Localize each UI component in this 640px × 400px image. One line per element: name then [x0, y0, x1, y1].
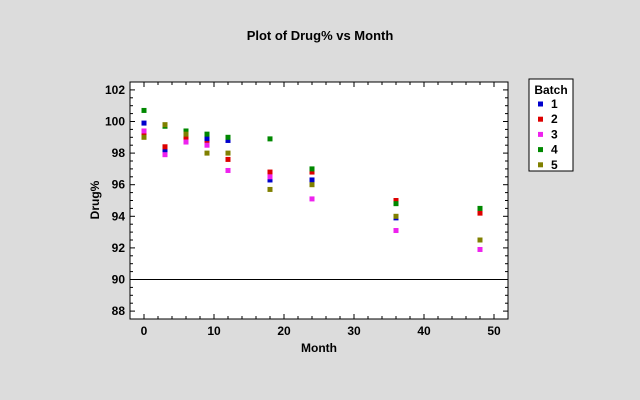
- x-tick-label: 50: [487, 324, 501, 338]
- legend-marker-batch-5: [538, 162, 543, 168]
- data-point-batch-5: [162, 122, 168, 128]
- data-point-batch-2: [225, 156, 231, 162]
- data-point-batch-5: [141, 134, 147, 140]
- data-point-batch-1: [162, 149, 168, 155]
- x-tick-label: 30: [347, 324, 361, 338]
- y-tick-label: 90: [112, 273, 126, 287]
- legend-marker-batch-3: [538, 131, 543, 137]
- legend-label-batch-2: 2: [551, 112, 558, 126]
- x-axis-label: Month: [301, 341, 337, 355]
- legend-marker-batch-4: [538, 147, 543, 153]
- y-tick-label: 94: [112, 209, 126, 223]
- data-point-batch-4: [267, 136, 273, 142]
- chart-title: Plot of Drug% vs Month: [247, 28, 394, 43]
- data-point-batch-5: [393, 213, 399, 219]
- legend-label-batch-1: 1: [551, 97, 558, 111]
- legend-marker-batch-1: [538, 101, 543, 107]
- data-point-batch-4: [393, 201, 399, 207]
- y-tick-label: 98: [112, 146, 126, 160]
- legend-title: Batch: [534, 83, 567, 97]
- data-point-batch-3: [393, 228, 399, 234]
- data-point-batch-4: [183, 128, 189, 134]
- plot-area: [129, 81, 509, 320]
- legend-label-batch-4: 4: [551, 143, 558, 157]
- data-point-batch-2: [267, 169, 273, 175]
- data-point-batch-5: [204, 150, 210, 156]
- data-point-batch-3: [267, 174, 273, 180]
- data-point-batch-1: [309, 177, 315, 183]
- data-point-batch-3: [477, 246, 483, 252]
- legend-label-batch-5: 5: [551, 158, 558, 172]
- data-point-batch-3: [162, 152, 168, 158]
- data-point-batch-5: [267, 186, 273, 192]
- data-point-batch-2: [183, 134, 189, 140]
- data-point-batch-5: [309, 182, 315, 188]
- data-point-batch-4: [309, 166, 315, 172]
- y-tick-label: 92: [112, 241, 126, 255]
- y-tick-label: 88: [112, 304, 126, 318]
- data-point-batch-1: [141, 120, 147, 126]
- data-point-batch-2: [477, 210, 483, 216]
- data-point-batch-4: [477, 205, 483, 211]
- x-tick-label: 10: [207, 324, 221, 338]
- y-tick-label: 102: [105, 83, 125, 97]
- legend-items: 123 45: [538, 97, 558, 172]
- x-tick-label: 20: [277, 324, 291, 338]
- data-point-batch-2: [309, 169, 315, 175]
- x-tick-label: 40: [417, 324, 431, 338]
- data-point-batch-5: [477, 237, 483, 243]
- data-point-batch-3: [141, 128, 147, 134]
- data-point-batch-2: [393, 198, 399, 203]
- data-point-batch-1: [267, 177, 273, 183]
- data-point-batch-4: [141, 107, 147, 113]
- x-axis: 0 10 20 30 40 50: [141, 82, 501, 338]
- x-tick-label: 0: [141, 324, 148, 338]
- y-axis: 88 90 92 94 96 98 100 102: [105, 83, 508, 318]
- legend-marker-batch-2: [538, 116, 543, 122]
- data-points: [141, 107, 483, 252]
- y-tick-label: 100: [105, 115, 125, 129]
- data-point-batch-2: [162, 144, 168, 150]
- y-axis-label: Drug%: [88, 180, 102, 219]
- data-point-batch-1: [204, 136, 210, 142]
- y-tick-label: 96: [112, 178, 126, 192]
- legend-label-batch-3: 3: [551, 127, 558, 141]
- data-point-batch-3: [183, 139, 189, 145]
- legend: Batch 123 45: [528, 78, 574, 172]
- data-point-batch-3: [309, 196, 315, 202]
- data-point-batch-4: [204, 131, 210, 137]
- data-point-batch-3: [204, 142, 210, 148]
- data-point-batch-3: [225, 167, 231, 173]
- data-point-batch-5: [225, 150, 231, 156]
- legend-box: [528, 78, 574, 172]
- data-point-batch-4: [225, 134, 231, 140]
- data-point-batch-5: [183, 131, 189, 137]
- data-point-batch-1: [225, 137, 231, 143]
